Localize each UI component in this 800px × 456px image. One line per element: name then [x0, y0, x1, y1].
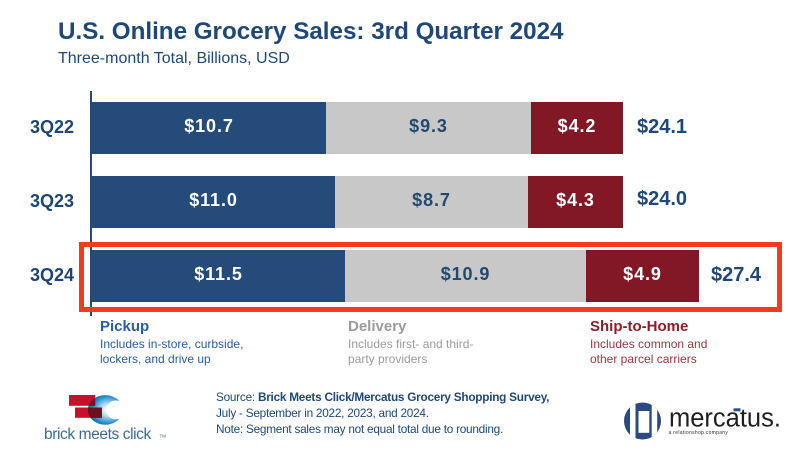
svg-text:brick meets click: brick meets click: [45, 426, 152, 443]
svg-text:mercatus.: mercatus.: [669, 405, 781, 433]
svg-text:TM: TM: [160, 434, 167, 439]
svg-text:a relationshop company: a relationshop company: [669, 430, 729, 436]
